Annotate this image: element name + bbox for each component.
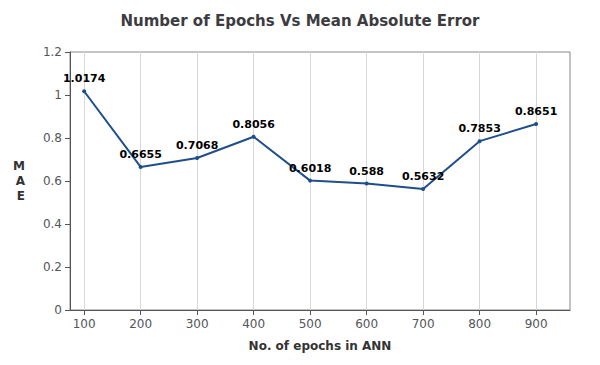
svg-text:400: 400 [242, 317, 265, 331]
svg-text:800: 800 [468, 317, 491, 331]
svg-text:600: 600 [355, 317, 378, 331]
svg-text:E: E [17, 189, 25, 203]
svg-text:500: 500 [299, 317, 322, 331]
svg-text:1.0174: 1.0174 [63, 72, 106, 85]
svg-text:0.5632: 0.5632 [402, 170, 444, 183]
svg-text:0.588: 0.588 [349, 165, 384, 178]
svg-text:0.2: 0.2 [43, 260, 62, 274]
svg-text:100: 100 [73, 317, 96, 331]
svg-text:M: M [13, 159, 25, 173]
svg-text:0.7068: 0.7068 [176, 139, 218, 152]
svg-text:A: A [16, 174, 26, 188]
svg-text:0: 0 [54, 303, 62, 317]
svg-text:Number of Epochs Vs Mean Absol: Number of Epochs Vs Mean Absolute Error [120, 12, 480, 30]
svg-text:0.6: 0.6 [43, 174, 62, 188]
svg-text:0.8651: 0.8651 [515, 105, 557, 118]
svg-text:0.7853: 0.7853 [458, 122, 500, 135]
svg-text:0.6018: 0.6018 [289, 162, 331, 175]
svg-text:1.2: 1.2 [43, 45, 62, 59]
svg-text:900: 900 [525, 317, 548, 331]
svg-text:0.6655: 0.6655 [119, 148, 161, 161]
svg-text:700: 700 [412, 317, 435, 331]
svg-text:200: 200 [129, 317, 152, 331]
svg-text:0.8: 0.8 [43, 131, 62, 145]
svg-text:No. of epochs in ANN: No. of epochs in ANN [249, 339, 392, 353]
svg-text:0.4: 0.4 [43, 217, 62, 231]
svg-text:300: 300 [186, 317, 209, 331]
svg-text:1: 1 [54, 88, 62, 102]
svg-text:0.8056: 0.8056 [232, 118, 275, 131]
